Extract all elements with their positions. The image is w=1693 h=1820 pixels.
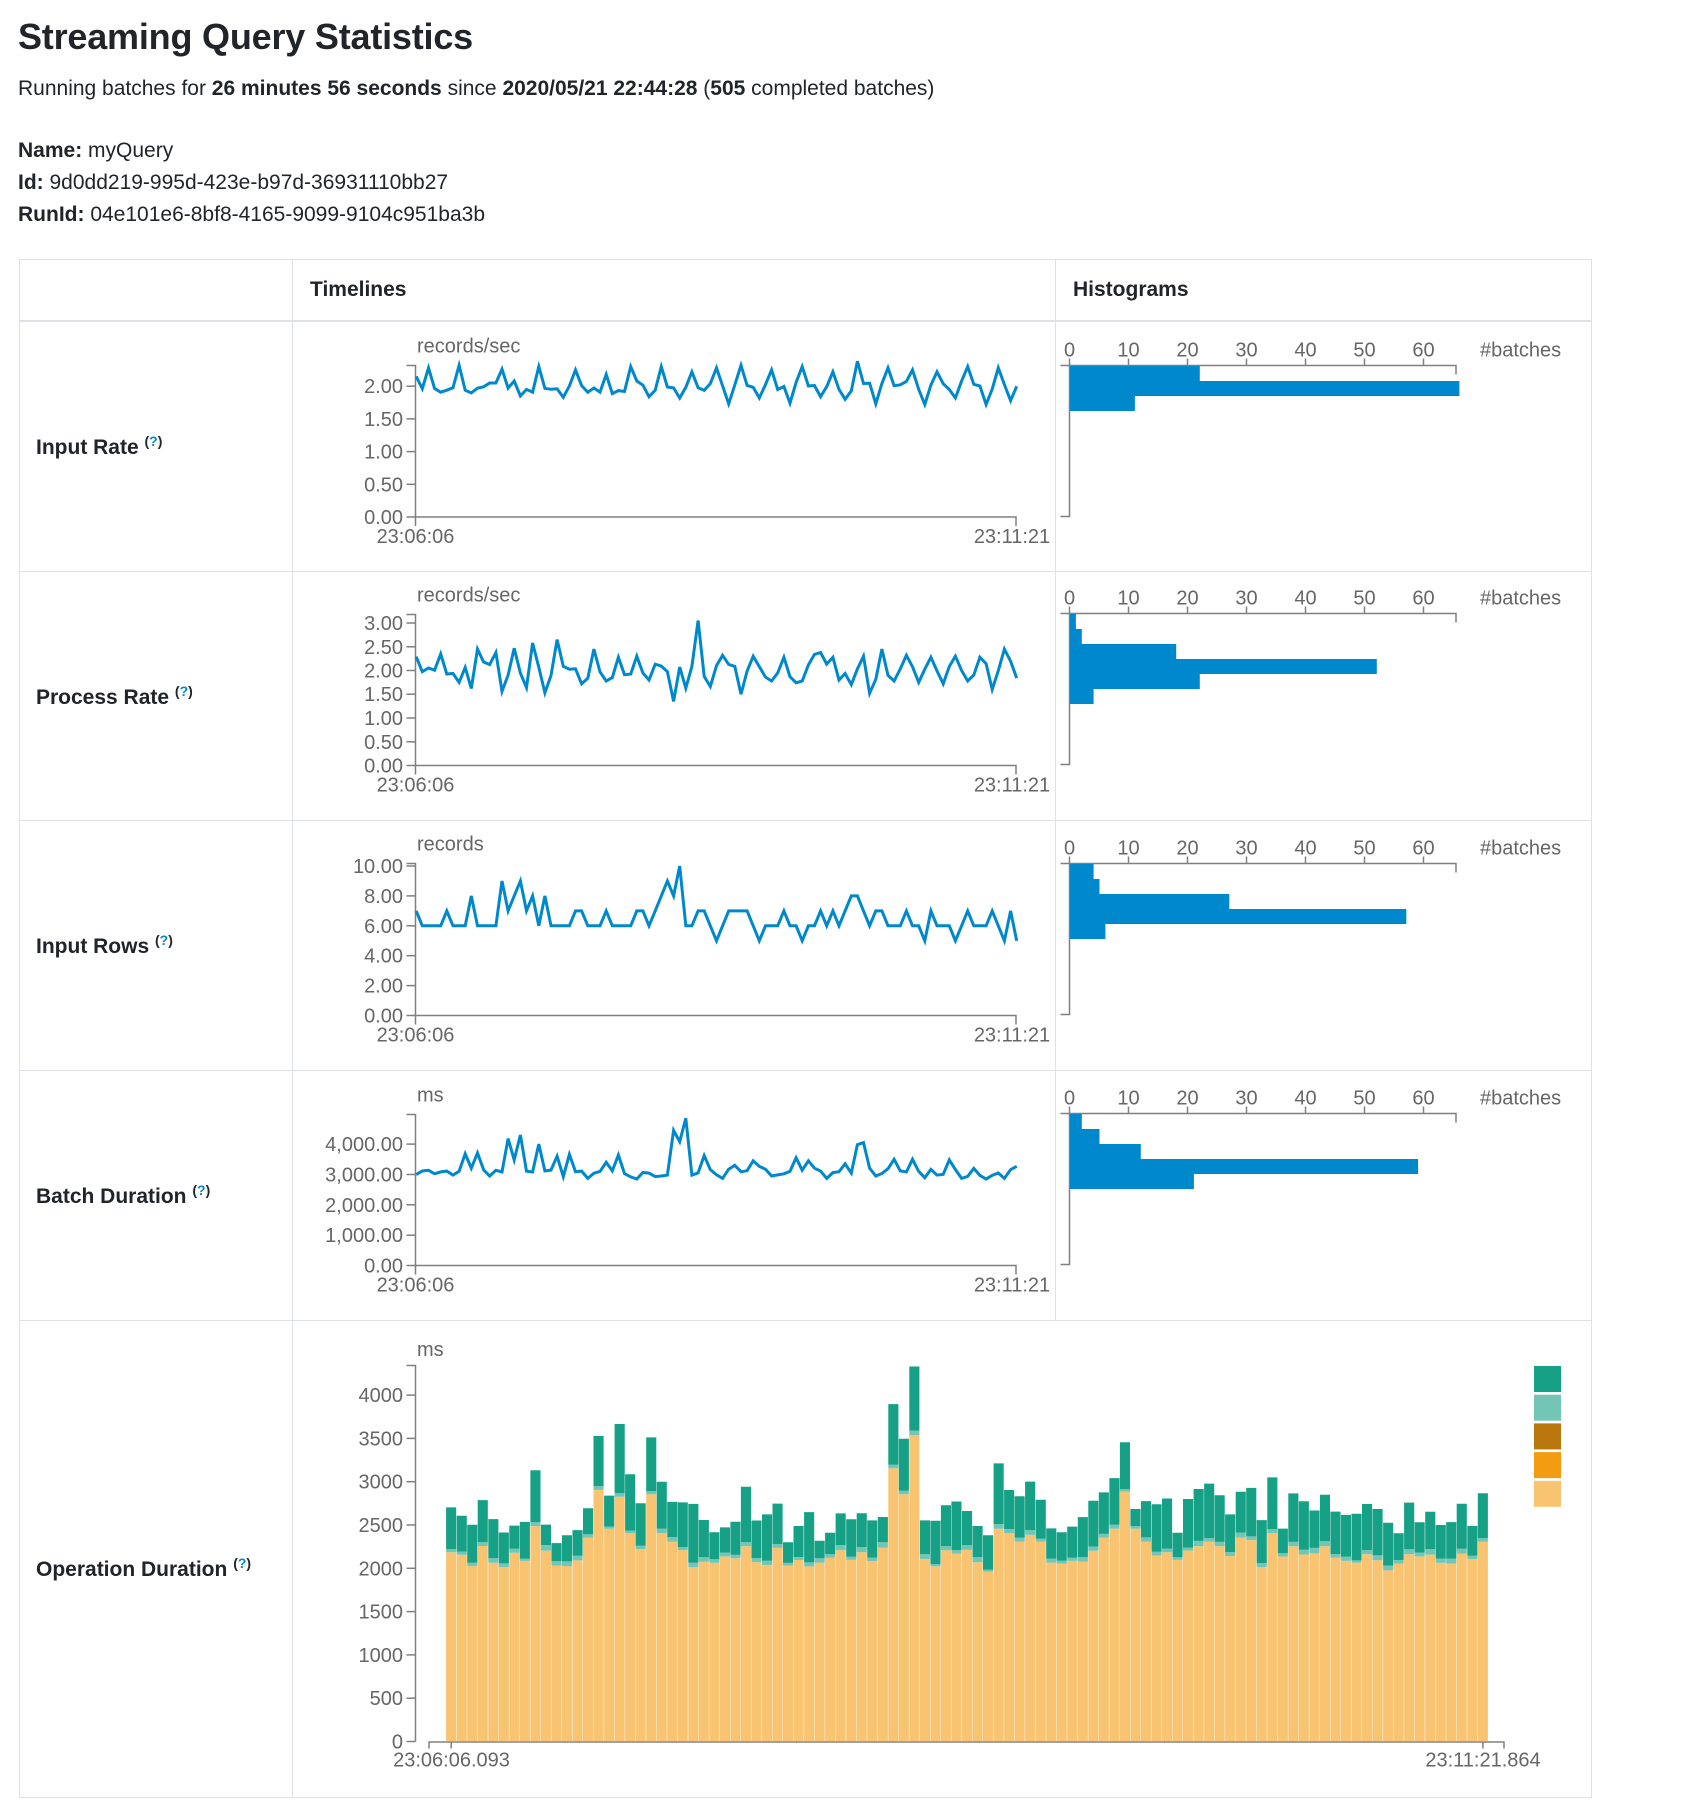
- svg-text:40: 40: [1294, 588, 1316, 610]
- svg-text:3000: 3000: [359, 1472, 404, 1494]
- svg-text:1000: 1000: [359, 1645, 404, 1667]
- svg-text:20: 20: [1176, 340, 1198, 362]
- svg-text:0: 0: [1064, 838, 1075, 860]
- svg-text:23:06:06.093: 23:06:06.093: [393, 1750, 510, 1772]
- svg-text:2.00: 2.00: [364, 376, 403, 398]
- svg-text:0.00: 0.00: [364, 507, 403, 529]
- svg-text:3.00: 3.00: [364, 613, 403, 635]
- svg-text:40: 40: [1294, 340, 1316, 362]
- svg-text:0.00: 0.00: [364, 1256, 403, 1278]
- svg-text:20: 20: [1176, 1088, 1198, 1110]
- svg-text:0.00: 0.00: [364, 756, 403, 778]
- svg-text:10: 10: [1117, 588, 1139, 610]
- svg-text:10: 10: [1117, 1088, 1139, 1110]
- svg-text:0: 0: [1064, 340, 1075, 362]
- svg-text:23:06:06: 23:06:06: [377, 1275, 455, 1297]
- svg-text:0: 0: [392, 1732, 403, 1754]
- svg-text:1,000.00: 1,000.00: [325, 1225, 403, 1247]
- svg-text:1.00: 1.00: [364, 708, 403, 730]
- svg-text:0: 0: [1064, 588, 1075, 610]
- svg-text:23:06:06: 23:06:06: [377, 1025, 455, 1047]
- svg-text:23:11:21.864: 23:11:21.864: [1425, 1750, 1540, 1772]
- svg-text:0.50: 0.50: [364, 732, 403, 754]
- svg-text:60: 60: [1412, 588, 1434, 610]
- svg-text:40: 40: [1294, 838, 1316, 860]
- svg-text:8.00: 8.00: [364, 886, 403, 908]
- svg-text:23:11:21: 23:11:21: [974, 1025, 1050, 1047]
- svg-text:10: 10: [1117, 838, 1139, 860]
- svg-text:10: 10: [1117, 340, 1139, 362]
- svg-text:records/sec: records/sec: [417, 585, 520, 607]
- svg-text:2.50: 2.50: [364, 637, 403, 659]
- svg-text:1.50: 1.50: [364, 409, 403, 431]
- svg-text:50: 50: [1353, 1088, 1375, 1110]
- svg-text:20: 20: [1176, 838, 1198, 860]
- svg-text:#batches: #batches: [1480, 1088, 1561, 1110]
- svg-text:500: 500: [370, 1688, 403, 1710]
- svg-text:3500: 3500: [359, 1428, 404, 1450]
- svg-text:ms: ms: [417, 1339, 444, 1361]
- svg-text:60: 60: [1412, 838, 1434, 860]
- svg-text:0.50: 0.50: [364, 474, 403, 496]
- svg-text:30: 30: [1235, 340, 1257, 362]
- svg-text:2000: 2000: [359, 1558, 404, 1580]
- svg-text:60: 60: [1412, 1088, 1434, 1110]
- svg-text:2.00: 2.00: [364, 976, 403, 998]
- svg-text:60: 60: [1412, 340, 1434, 362]
- svg-text:30: 30: [1235, 1088, 1257, 1110]
- svg-text:#batches: #batches: [1480, 340, 1561, 362]
- svg-text:0: 0: [1064, 1088, 1075, 1110]
- svg-text:1500: 1500: [359, 1602, 404, 1624]
- svg-text:10.00: 10.00: [353, 856, 403, 878]
- svg-text:4000: 4000: [359, 1385, 404, 1407]
- svg-text:3,000.00: 3,000.00: [325, 1165, 403, 1187]
- svg-text:50: 50: [1353, 588, 1375, 610]
- svg-text:30: 30: [1235, 838, 1257, 860]
- svg-text:ms: ms: [417, 1085, 444, 1107]
- svg-text:records: records: [417, 834, 484, 856]
- svg-text:2,000.00: 2,000.00: [325, 1195, 403, 1217]
- svg-text:23:11:21: 23:11:21: [974, 1275, 1050, 1297]
- svg-text:23:11:21: 23:11:21: [974, 775, 1050, 797]
- svg-text:2.00: 2.00: [364, 661, 403, 683]
- svg-text:#batches: #batches: [1480, 588, 1561, 610]
- svg-text:23:06:06: 23:06:06: [377, 526, 455, 548]
- svg-text:4,000.00: 4,000.00: [325, 1134, 403, 1156]
- svg-text:50: 50: [1353, 340, 1375, 362]
- svg-text:2500: 2500: [359, 1515, 404, 1537]
- svg-text:1.00: 1.00: [364, 442, 403, 464]
- svg-text:6.00: 6.00: [364, 916, 403, 938]
- svg-text:0.00: 0.00: [364, 1006, 403, 1028]
- svg-text:4.00: 4.00: [364, 946, 403, 968]
- svg-text:40: 40: [1294, 1088, 1316, 1110]
- svg-text:1.50: 1.50: [364, 684, 403, 706]
- svg-text:23:06:06: 23:06:06: [377, 775, 455, 797]
- svg-text:30: 30: [1235, 588, 1257, 610]
- svg-text:20: 20: [1176, 588, 1198, 610]
- svg-text:records/sec: records/sec: [417, 336, 520, 358]
- svg-text:50: 50: [1353, 838, 1375, 860]
- svg-text:#batches: #batches: [1480, 838, 1561, 860]
- svg-text:23:11:21: 23:11:21: [974, 526, 1050, 548]
